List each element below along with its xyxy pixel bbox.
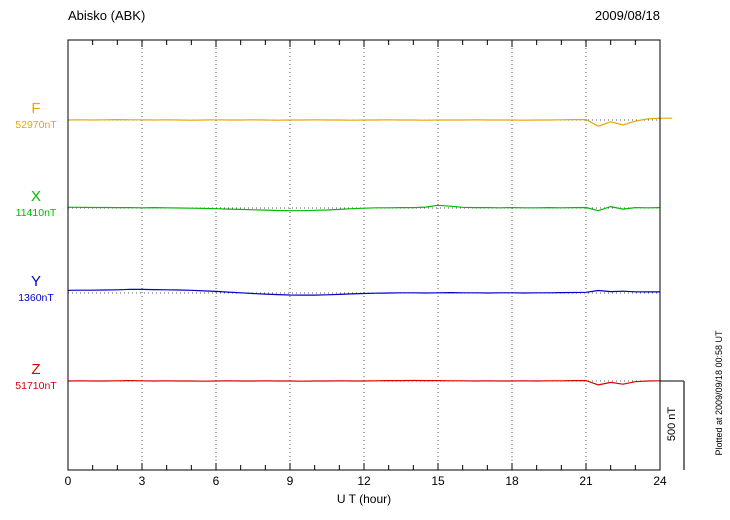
- trace-f: [67, 117, 673, 127]
- station-title: Abisko (ABK): [68, 8, 146, 23]
- series-label-f: F 52970nT: [6, 100, 66, 131]
- x-tick-12: 12: [357, 474, 371, 488]
- series-baseline-f: 52970nT: [15, 118, 57, 131]
- series-baseline-y: 1360nT: [18, 291, 54, 304]
- x-tick-21: 21: [579, 474, 593, 488]
- trace-z: [67, 379, 661, 386]
- x-tick-18: 18: [505, 474, 519, 488]
- x-tick-6: 6: [212, 474, 220, 488]
- x-tick-9: 9: [286, 474, 294, 488]
- series-name-f: F: [31, 100, 41, 117]
- scale-bar-label: 500 nT: [666, 406, 678, 442]
- plot-border: [67, 39, 661, 471]
- trace-y: [67, 288, 660, 296]
- series-label-x: X 11410nT: [6, 188, 66, 219]
- x-axis-label: U T (hour): [336, 492, 392, 506]
- series-baseline-x: 11410nT: [15, 206, 57, 219]
- plotted-at-label: Plotted at 2009/09/18 00:58 UT: [714, 330, 724, 456]
- trace-x: [68, 204, 661, 212]
- series-label-z: Z 51710nT: [6, 361, 66, 392]
- x-tick-3: 3: [138, 474, 146, 488]
- series-baseline-z: 51710nT: [15, 379, 57, 392]
- x-tick-15: 15: [431, 474, 445, 488]
- series-name-y: Y: [30, 273, 41, 290]
- x-tick-24: 24: [653, 474, 667, 488]
- series-name-x: X: [30, 188, 41, 205]
- date-label: 2009/08/18: [594, 8, 660, 23]
- series-label-y: Y 1360nT: [6, 273, 66, 304]
- series-name-z: Z: [31, 361, 41, 378]
- x-tick-0: 0: [64, 474, 72, 488]
